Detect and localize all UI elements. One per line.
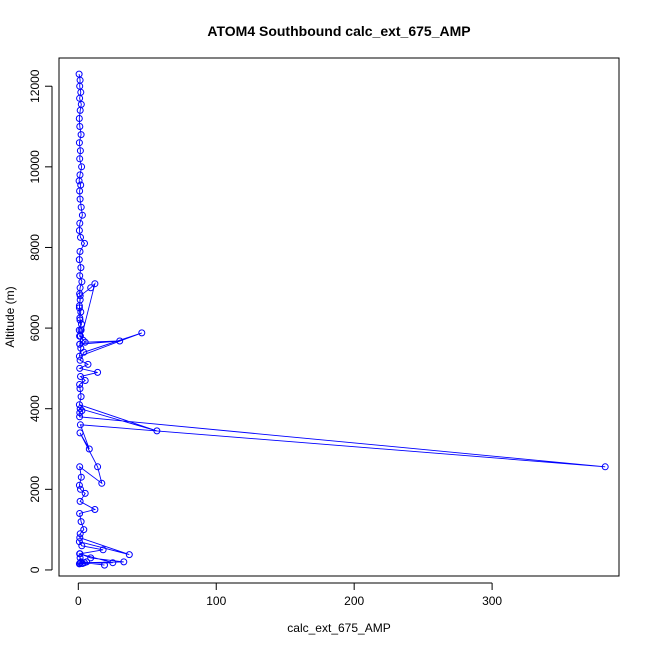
data-point xyxy=(76,534,84,542)
data-point xyxy=(76,155,84,163)
y-tick-label: 10000 xyxy=(28,150,42,184)
chart-title: ATOM4 Southbound calc_ext_675_AMP xyxy=(207,23,470,39)
x-tick-label: 100 xyxy=(206,594,226,608)
data-point xyxy=(84,360,92,368)
data-point xyxy=(101,561,108,569)
data-point xyxy=(91,280,99,288)
x-tick-label: 300 xyxy=(482,594,502,608)
data-point xyxy=(77,203,85,211)
data-point xyxy=(77,131,85,139)
data-point xyxy=(76,381,84,388)
data-point xyxy=(76,147,84,155)
data-point xyxy=(77,393,85,401)
data-point xyxy=(76,385,84,393)
data-point xyxy=(120,558,128,566)
data-point xyxy=(76,94,84,102)
data-point xyxy=(75,177,83,185)
data-point xyxy=(99,546,107,554)
data-point xyxy=(77,233,84,241)
data-point xyxy=(75,304,83,312)
data-point xyxy=(76,195,84,203)
data-point xyxy=(75,560,83,568)
data-point xyxy=(76,340,84,348)
data-point xyxy=(77,473,85,481)
data-point xyxy=(75,256,83,264)
data-point xyxy=(75,227,83,234)
data-point xyxy=(80,348,88,356)
series-line xyxy=(78,74,606,566)
data-point xyxy=(76,409,84,417)
data-point xyxy=(76,421,84,429)
x-axis-label: calc_ext_675_AMP xyxy=(287,621,390,635)
data-point xyxy=(94,368,102,376)
data-point xyxy=(76,364,84,372)
x-tick-label: 0 xyxy=(75,594,82,608)
y-tick-label: 8000 xyxy=(28,234,42,261)
data-point xyxy=(85,445,93,453)
data-point xyxy=(109,559,117,567)
data-point xyxy=(76,219,84,227)
data-point xyxy=(76,497,84,505)
data-point xyxy=(601,463,609,471)
data-point xyxy=(76,429,84,437)
data-point xyxy=(138,329,146,337)
data-point xyxy=(125,551,133,559)
data-point xyxy=(81,489,89,497)
data-point xyxy=(76,510,84,517)
plot-series xyxy=(75,70,609,569)
x-tick-label: 200 xyxy=(344,594,364,608)
y-tick-label: 2000 xyxy=(28,476,42,503)
data-point xyxy=(77,264,85,272)
data-point xyxy=(77,485,84,493)
x-axis: 0 100 200 300 xyxy=(75,582,502,608)
data-point xyxy=(94,463,102,471)
data-point xyxy=(98,479,106,487)
data-point xyxy=(83,558,91,566)
y-tick-label: 0 xyxy=(28,566,42,573)
y-axis-label: Altitude (m) xyxy=(3,286,17,347)
data-point xyxy=(76,332,84,340)
data-point xyxy=(75,139,83,147)
y-tick-label: 6000 xyxy=(28,314,42,341)
data-point xyxy=(116,337,124,345)
data-point xyxy=(75,115,83,122)
data-point xyxy=(76,316,84,324)
data-point xyxy=(75,401,83,409)
data-point xyxy=(76,550,84,558)
y-axis: 0 2000 4000 6000 8000 10000 12000 xyxy=(28,69,53,573)
data-point xyxy=(78,542,86,550)
data-point xyxy=(76,123,84,130)
data-point xyxy=(75,352,83,360)
data-point xyxy=(78,163,86,171)
data-point xyxy=(76,356,84,364)
data-point xyxy=(78,278,86,286)
data-point xyxy=(76,405,84,413)
data-point xyxy=(77,373,84,380)
data-point xyxy=(76,463,84,471)
data-point xyxy=(75,481,83,489)
data-point xyxy=(76,413,84,421)
data-point xyxy=(76,248,84,255)
data-point xyxy=(77,518,85,526)
data-point xyxy=(81,239,88,247)
data-point xyxy=(87,554,95,562)
data-point xyxy=(78,407,86,415)
data-point xyxy=(76,106,84,114)
data-point xyxy=(76,187,84,195)
data-point xyxy=(91,506,99,513)
y-tick-label: 12000 xyxy=(28,69,42,103)
data-point xyxy=(76,272,84,280)
data-point xyxy=(87,284,95,292)
data-point xyxy=(76,530,84,538)
data-point xyxy=(76,292,84,300)
data-point xyxy=(80,526,88,534)
data-point xyxy=(78,211,86,219)
data-point xyxy=(81,377,89,384)
y-tick-label: 4000 xyxy=(28,395,42,422)
data-point xyxy=(153,427,161,435)
plot-frame xyxy=(58,57,620,577)
